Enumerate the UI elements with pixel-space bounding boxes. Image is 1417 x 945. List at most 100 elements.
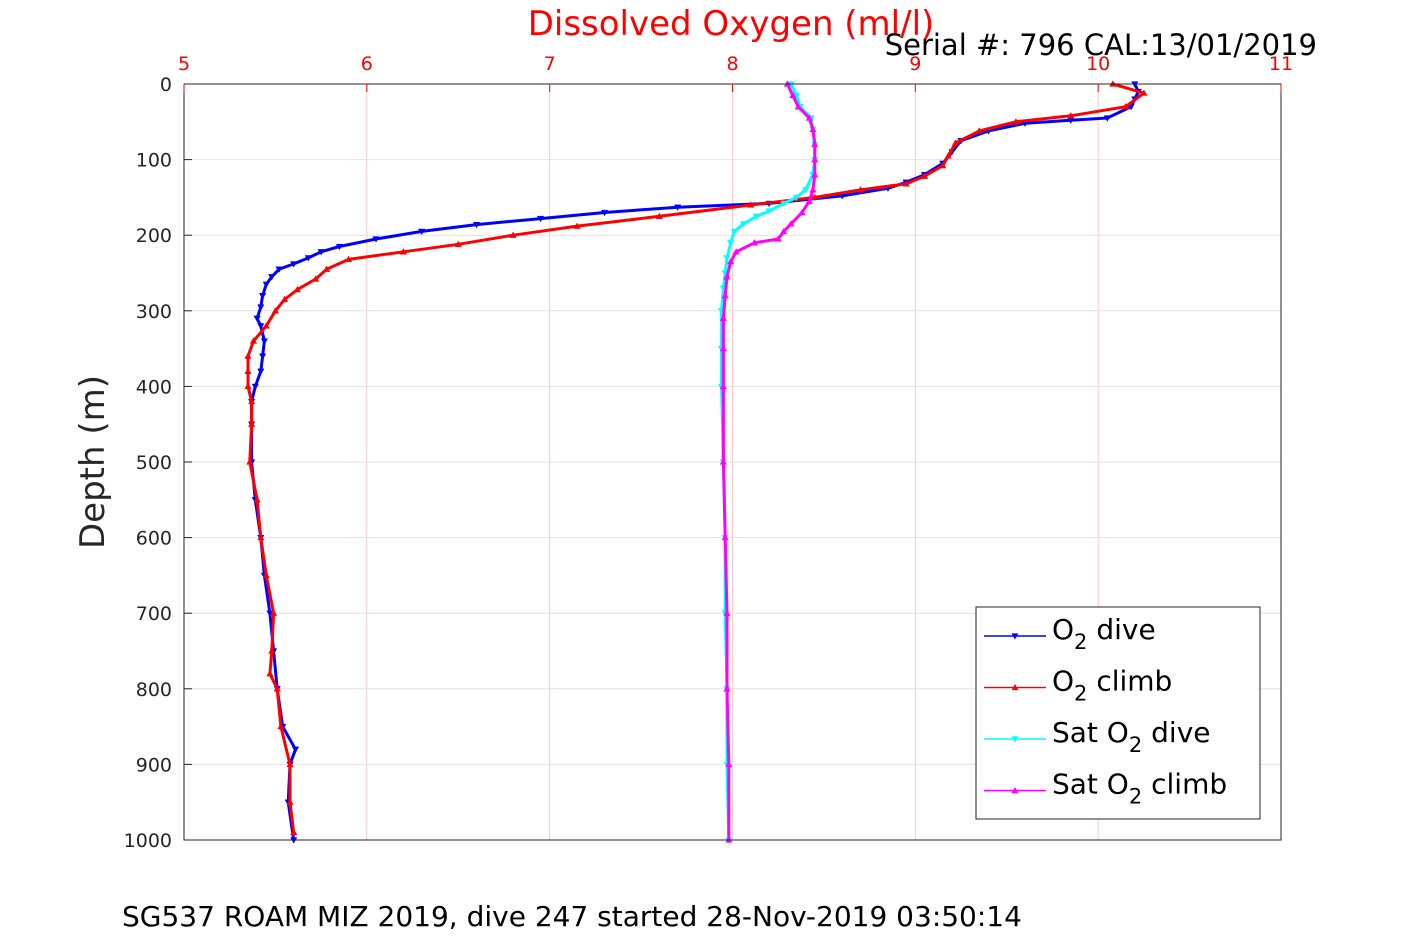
data-point	[723, 685, 731, 692]
data-point	[1121, 102, 1130, 110]
legend-box	[975, 606, 1261, 820]
data-point	[811, 193, 819, 201]
data-point	[273, 685, 281, 692]
chart-title: Dissolved Oxygen (ml/l)	[528, 4, 935, 44]
x-tick-label: 6	[361, 53, 373, 75]
y-axis-label: Depth (m)	[73, 375, 113, 549]
data-point	[536, 215, 545, 223]
data-point	[727, 257, 735, 265]
data-point	[655, 212, 663, 219]
legend-entry: Sat O2 climb	[984, 768, 1227, 809]
data-point	[1140, 89, 1148, 96]
data-point	[454, 240, 462, 247]
y-tick-label: 0	[160, 74, 172, 96]
y-tick-label: 800	[136, 679, 172, 701]
legend-swatch-marker	[1011, 684, 1019, 691]
data-point	[280, 295, 289, 303]
data-point	[811, 155, 819, 163]
data-point	[253, 315, 261, 323]
x-tick-label: 10	[1086, 53, 1110, 75]
data-point	[1012, 118, 1020, 125]
data-point	[253, 496, 261, 503]
data-point	[509, 231, 517, 238]
y-tick-label: 200	[136, 225, 172, 247]
data-point	[975, 127, 983, 134]
x-tick-label: 11	[1269, 53, 1293, 75]
data-point	[257, 323, 265, 330]
chart-footer: SG537 ROAM MIZ 2019, dive 247 started 28…	[122, 900, 1022, 933]
data-point	[789, 91, 797, 98]
legend-label: O2 climb	[1052, 665, 1172, 706]
data-point	[286, 760, 294, 768]
data-point	[244, 367, 252, 374]
x-tick-label: 7	[544, 53, 556, 75]
data-point	[472, 221, 481, 229]
data-point	[1067, 112, 1075, 119]
legend-entry: O2 climb	[984, 665, 1172, 706]
data-point	[902, 180, 910, 187]
data-point	[262, 281, 270, 289]
chart-subtitle: Serial #: 796 CAL:13/01/2019	[885, 28, 1317, 62]
data-point	[304, 255, 312, 262]
data-point	[811, 140, 819, 148]
ticks: 5 6 7 8 9 10 11 0 100 200 300 400 500 600 700 800 900 100…	[124, 53, 1293, 852]
data-point	[246, 458, 254, 465]
data-point	[780, 227, 788, 235]
data-point	[719, 314, 727, 322]
data-point	[809, 186, 817, 193]
y-tick-label: 100	[136, 150, 172, 172]
y-tick-label: 400	[136, 376, 172, 398]
data-point	[719, 344, 727, 352]
legend-label: Sat O2 dive	[1052, 716, 1210, 757]
data-point	[920, 172, 929, 179]
y-tick-label: 1000	[124, 830, 172, 852]
data-point	[721, 291, 729, 299]
data-point	[335, 243, 344, 251]
data-point	[257, 368, 265, 375]
legend: O2 dive O2 climb Sat O2 dive Sat O2 climb	[975, 606, 1261, 820]
series-o2-climb	[244, 80, 1148, 836]
legend-entry: O2 dive	[984, 613, 1156, 654]
legend-swatch-marker	[1011, 787, 1019, 794]
y-tick-label: 300	[136, 301, 172, 323]
data-point	[268, 647, 276, 654]
legend-items: O2 dive O2 climb Sat O2 dive Sat O2 climb	[984, 613, 1227, 809]
data-point	[312, 275, 320, 282]
data-point	[774, 235, 782, 242]
data-point	[344, 255, 353, 263]
data-point	[399, 248, 408, 255]
data-point	[277, 722, 285, 730]
series-line-sat-o2-climb	[721, 83, 817, 840]
data-point	[248, 397, 256, 405]
data-point	[600, 209, 609, 217]
y-tick-label: 500	[136, 452, 172, 474]
data-point	[317, 249, 325, 256]
data-point	[739, 221, 748, 228]
data-point	[798, 208, 806, 216]
data-point	[290, 261, 298, 268]
data-point	[573, 222, 581, 229]
data-point	[939, 161, 947, 169]
data-point	[719, 458, 727, 465]
data-point	[258, 293, 267, 300]
data-point	[765, 208, 773, 215]
data-point	[780, 200, 788, 208]
data-point	[251, 383, 259, 391]
data-point	[730, 228, 738, 236]
data-point	[268, 274, 276, 281]
data-point	[805, 197, 813, 204]
data-point	[721, 533, 729, 541]
legend-swatch-marker	[1011, 736, 1019, 743]
data-point	[727, 240, 735, 247]
data-point	[291, 746, 300, 753]
data-point	[792, 194, 801, 202]
data-point	[244, 382, 252, 390]
series-layer	[244, 80, 1148, 844]
data-point	[732, 248, 740, 255]
data-point	[418, 228, 426, 236]
legend-swatch-marker	[1011, 633, 1019, 640]
x-tick-label: 5	[178, 53, 190, 75]
legend-entry: Sat O2 dive	[984, 716, 1210, 757]
data-point	[723, 273, 731, 280]
